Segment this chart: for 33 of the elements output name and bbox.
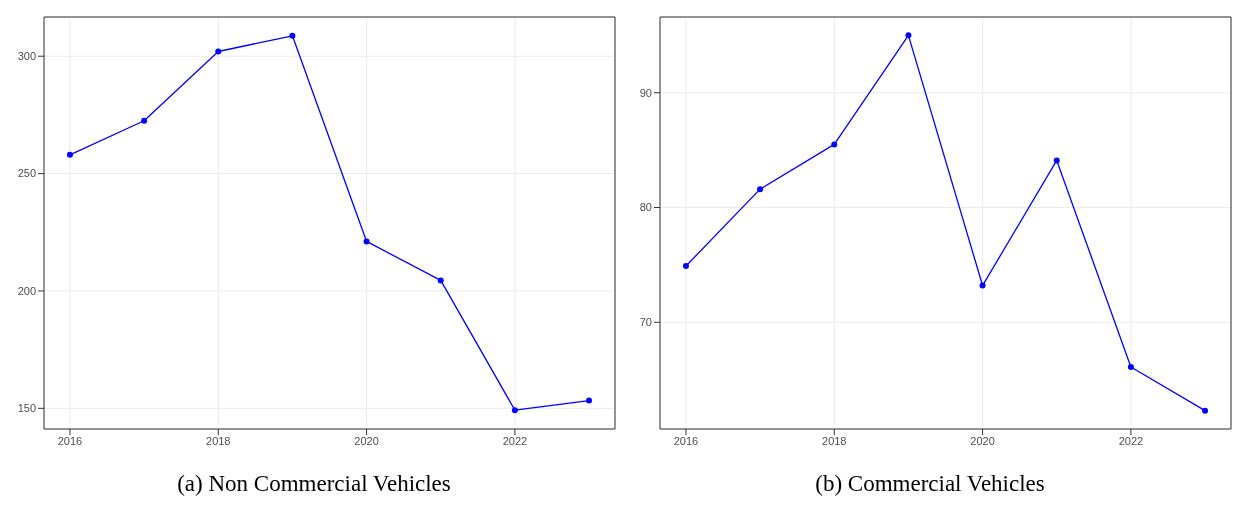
x-tick-label: 2020 [354, 434, 379, 447]
point [66, 151, 73, 158]
y-tick-label: 200 [17, 284, 36, 297]
y-tick-label: 90 [639, 86, 652, 99]
point [1053, 157, 1060, 164]
text: (b) Commercial Vehicles [815, 471, 1045, 497]
point [831, 141, 838, 148]
point [1127, 364, 1134, 371]
y-tick-label: 250 [17, 167, 36, 180]
point [1202, 407, 1209, 414]
text: (a) Non Commercial Vehicles [177, 471, 451, 497]
point [757, 186, 764, 193]
point [141, 117, 148, 124]
point [586, 397, 593, 404]
point [979, 282, 986, 289]
y-tick-label: 70 [639, 316, 652, 329]
x-tick-label: 2022 [1118, 434, 1144, 447]
point [905, 32, 912, 39]
x-tick-label: 2020 [970, 434, 995, 447]
point [682, 263, 689, 270]
point [215, 48, 222, 55]
x-tick-label: 2018 [822, 434, 847, 447]
x-tick-label: 2018 [206, 434, 231, 447]
x-tick-label: 2022 [502, 434, 528, 447]
x-tick-label: 2016 [57, 434, 83, 447]
point [289, 32, 296, 39]
point [437, 277, 444, 284]
x-tick-label: 2016 [673, 434, 699, 447]
y-tick-label: 150 [17, 402, 36, 415]
point [511, 407, 518, 414]
y-tick-label: 80 [639, 201, 652, 214]
y-tick-label: 300 [17, 50, 36, 63]
point [363, 238, 370, 245]
